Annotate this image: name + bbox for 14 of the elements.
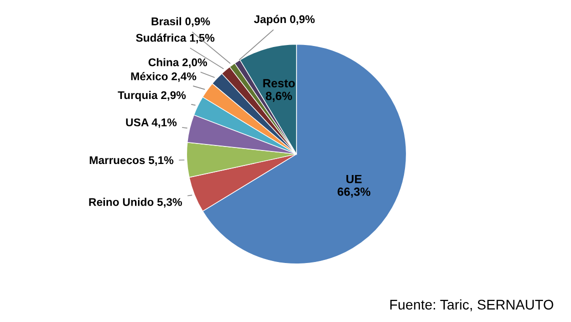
slice-label: Sudáfrica 1,5% <box>136 34 214 44</box>
slice-label: Resto <box>263 79 295 88</box>
slice-label: México 2,4% <box>131 72 196 82</box>
data-label: 8,6% <box>266 92 292 102</box>
slice-label: USA 4,1% <box>126 118 177 128</box>
data-label: 66,3% <box>338 188 370 198</box>
slice-label: Turquia 2,9% <box>118 90 186 102</box>
source-note: Fuente: Taric, SERNAUTO <box>390 299 554 312</box>
slice-label: Reino Unido 5,3% <box>89 198 182 208</box>
slice-label: UE <box>346 174 362 184</box>
slice-label: Brasil 0,9% <box>152 17 210 27</box>
slice-label: China 2,0% <box>148 58 208 68</box>
slice-label: Marruecos 5,1% <box>90 156 174 166</box>
slice-label: Japón 0,9% <box>254 14 315 26</box>
